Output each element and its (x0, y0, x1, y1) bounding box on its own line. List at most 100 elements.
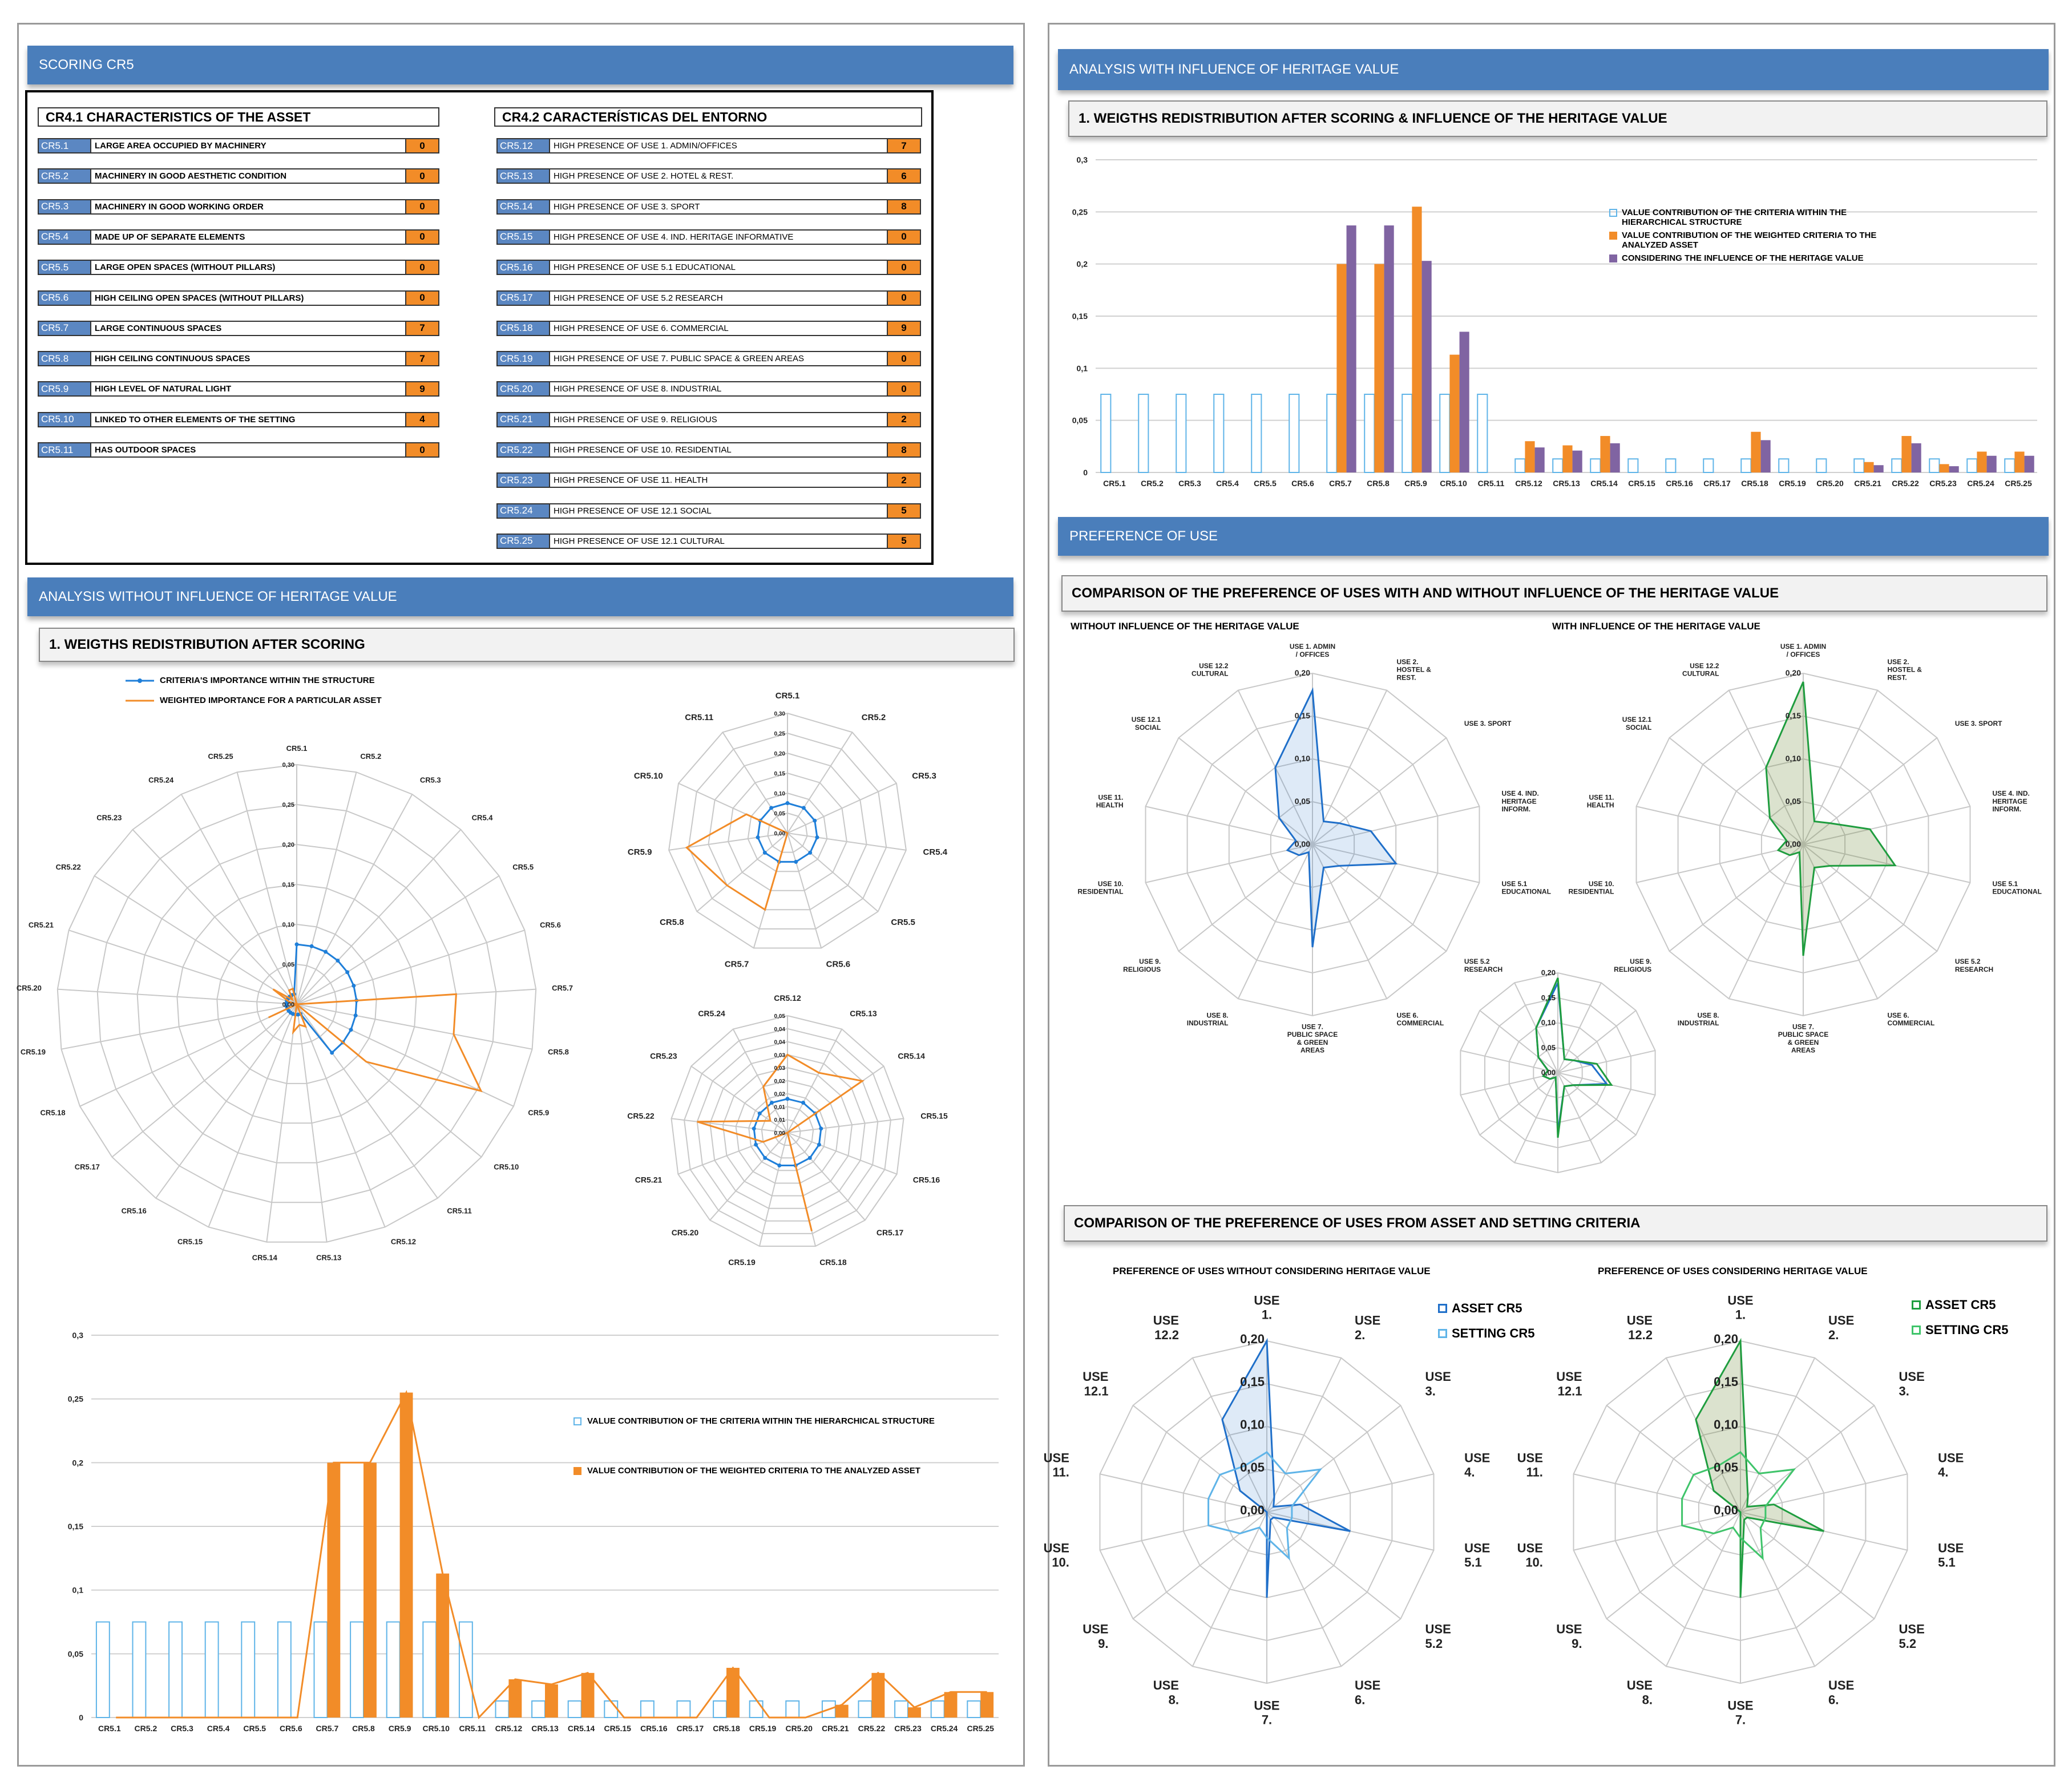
legend-text: VALUE CONTRIBUTION OF THE WEIGHTED CRITE… (587, 1466, 920, 1476)
criteria-label: MACHINERY IN GOOD AESTHETIC CONDITION (95, 171, 287, 181)
criteria-score[interactable]: 0 (887, 230, 920, 244)
criteria-score[interactable]: 9 (405, 382, 438, 396)
radar-category-label: CR5.13 (316, 1253, 341, 1262)
bar-cr5-7-1 (1336, 264, 1347, 472)
criteria-score[interactable]: 7 (887, 139, 920, 152)
radar-grid-ring (668, 712, 907, 949)
radar-spoke (1132, 1512, 1267, 1619)
criteria-score[interactable]: 0 (887, 261, 920, 274)
bar-cr5-7-structure (313, 1621, 328, 1718)
label-line: / OFFICES (1787, 650, 1820, 658)
bar-x-tick: CR5.4 (207, 1724, 230, 1733)
label-line: USE (1254, 1698, 1279, 1712)
bar-x-tick: CR5.24 (1967, 479, 1994, 488)
radar-tick-label: 0,00 (1541, 1068, 1556, 1077)
bar-cr5-25-structure (2004, 458, 2016, 474)
radar-spoke (1803, 844, 1938, 952)
criteria-score[interactable]: 0 (405, 443, 438, 456)
radar-category-label: CR5.9 (628, 847, 652, 857)
radar-category-label: CR5.4 (472, 813, 494, 822)
label-line: CR5.1 (776, 691, 800, 701)
criteria-score[interactable]: 0 (405, 139, 438, 152)
radar-grid-ring (722, 1067, 853, 1197)
radar-tick-label: 0,20 (1240, 1332, 1265, 1346)
radar-point (352, 984, 356, 988)
criteria-score[interactable]: 0 (887, 382, 920, 396)
radar-category-label: CR5.18 (41, 1109, 66, 1117)
bar-cr5-14-1 (1600, 436, 1610, 472)
bar-cr5-19-structure (749, 1700, 764, 1719)
criteria-score[interactable]: 4 (405, 413, 438, 426)
label-line: 8. (1169, 1692, 1179, 1707)
radar-tick-label: 0,30 (774, 711, 786, 717)
bar-cr5-7-structure (1326, 394, 1338, 473)
bar-y-tick: 0 (1083, 468, 1088, 477)
criteria-score[interactable]: 5 (887, 534, 920, 548)
bar-x-tick: CR5.16 (1666, 479, 1693, 488)
label-line: USE 5.1 (1501, 880, 1527, 888)
legend-text: SETTING CR5 (1925, 1323, 2009, 1337)
radar-category-label: CR5.15 (177, 1238, 203, 1246)
label-line: CR5.1 (286, 744, 308, 753)
label-line: HERITAGE (1501, 797, 1536, 805)
radar-spoke (1100, 1473, 1267, 1513)
label-line: HEALTH (1096, 801, 1124, 809)
criteria-code: CR5.22 (498, 443, 550, 456)
label-line: USE 2. (1397, 658, 1419, 666)
radar-chart-use-overlay: 0,00 0,05 0,10 0,15 0,20 (1460, 968, 1656, 1174)
label-line: CR5.11 (685, 713, 713, 722)
radar-category-label: CR5.18 (819, 1258, 847, 1267)
criteria-score[interactable]: 2 (887, 474, 920, 487)
radar-category-label: CR5.20 (17, 984, 42, 992)
radar-spoke (208, 1004, 297, 1227)
criteria-score[interactable]: 0 (405, 230, 438, 244)
radar-category-label: USE 5.1 EDUCATIONAL (1992, 880, 2041, 896)
label-line: USE 6. (1397, 1011, 1419, 1019)
bar-cr5-24-structure (1966, 458, 1978, 474)
criteria-label: MACHINERY IN GOOD WORKING ORDER (95, 201, 264, 212)
radar-category-label: USE 8. (1153, 1678, 1179, 1707)
right-panel (1048, 23, 2055, 1767)
radar-grid-ring (684, 1028, 891, 1234)
bar-cr5-10-structure (1439, 394, 1451, 473)
criteria-score[interactable]: 7 (405, 321, 438, 335)
label-line: 5.1 (1938, 1555, 1956, 1570)
criteria-label: HIGH PRESENCE OF USE 12.1 SOCIAL (554, 506, 712, 516)
radar-tick-label: 0,25 (774, 731, 786, 737)
criteria-score[interactable]: 8 (887, 443, 920, 456)
label-line: CR5.14 (898, 1052, 925, 1061)
bar-x-tick: CR5.11 (1478, 479, 1505, 488)
criteria-score[interactable]: 2 (887, 413, 920, 426)
criteria-score[interactable]: 0 (887, 291, 920, 305)
criteria-score[interactable]: 6 (887, 169, 920, 183)
criteria-score[interactable]: 5 (887, 504, 920, 518)
criteria-row: CR5.22 HIGH PRESENCE OF USE 10. RESIDENTI… (496, 442, 921, 458)
criteria-score[interactable]: 9 (887, 321, 920, 335)
radar-grid-ring (256, 963, 337, 1045)
criteria-score[interactable]: 0 (405, 169, 438, 183)
criteria-score[interactable]: 0 (405, 261, 438, 274)
radar-tick-label: 0,00 (774, 1130, 786, 1137)
label-line: RESEARCH (1464, 965, 1502, 973)
criteria-code: CR5.9 (39, 382, 91, 396)
criteria-score[interactable]: 8 (887, 200, 920, 213)
legend-swatch (1609, 232, 1617, 240)
bar-cr5-2-structure (132, 1621, 147, 1718)
criteria-score[interactable]: 0 (405, 200, 438, 213)
criteria-score[interactable]: 0 (405, 291, 438, 305)
radar-spoke (1573, 1473, 1741, 1513)
radar-point (756, 835, 760, 839)
radar-point (817, 1142, 821, 1147)
label-line: USE 4. IND. (1992, 790, 2029, 798)
radar-category-label: USE 5.1 (1464, 1541, 1490, 1569)
radar-series-with (1535, 977, 1613, 1138)
radar-grid-ring (96, 803, 497, 1203)
criteria-row: CR5.13 HIGH PRESENCE OF USE 2. HOTEL & RE… (496, 168, 921, 184)
radar-category-label: CR5.13 (850, 1009, 877, 1018)
bar-x-tick: CR5.9 (1404, 479, 1427, 488)
radar-category-label: USE 10. (1044, 1541, 1069, 1569)
criteria-score[interactable]: 0 (887, 352, 920, 366)
label-line: CR5.4 (923, 847, 948, 857)
criteria-score[interactable]: 7 (405, 352, 438, 366)
radar-spoke (1266, 1512, 1401, 1619)
